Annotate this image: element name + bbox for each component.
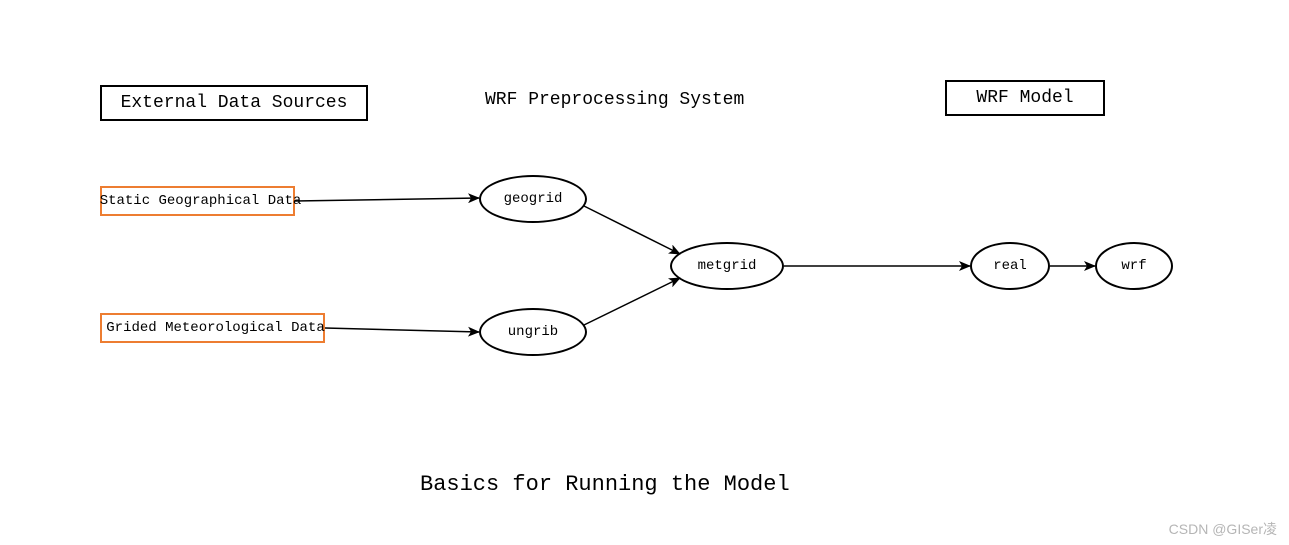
node-wrf-label: wrf <box>1121 258 1146 274</box>
node-ungrib: ungrib <box>479 308 587 356</box>
node-ungrib-label: ungrib <box>508 324 558 340</box>
header-wrf-model: WRF Model <box>945 80 1105 116</box>
header-wrf-preprocessing: WRF Preprocessing System <box>485 90 744 110</box>
node-grided-met-label: Grided Meteorological Data <box>106 320 324 336</box>
header-wrf-model-label: WRF Model <box>976 88 1073 108</box>
node-static-geo-label: Static Geographical Data <box>100 193 302 209</box>
diagram-title-text: Basics for Running the Model <box>420 472 790 497</box>
edge-static-geo-to-geogrid <box>295 198 479 201</box>
node-geogrid-label: geogrid <box>504 191 563 207</box>
header-wps-label: WRF Preprocessing System <box>485 90 744 110</box>
node-real-label: real <box>993 258 1027 274</box>
header-external-label: External Data Sources <box>121 93 348 113</box>
node-grided-met-data: Grided Meteorological Data <box>100 313 325 343</box>
header-external-data-sources: External Data Sources <box>100 85 368 121</box>
watermark: CSDN @GISer凌 <box>1169 519 1277 539</box>
edge-ungrib-to-metgrid <box>584 278 680 325</box>
node-metgrid: metgrid <box>670 242 784 290</box>
node-wrf: wrf <box>1095 242 1173 290</box>
watermark-text: CSDN @GISer凌 <box>1169 521 1277 537</box>
node-real: real <box>970 242 1050 290</box>
node-metgrid-label: metgrid <box>698 258 757 274</box>
node-static-geo-data: Static Geographical Data <box>100 186 295 216</box>
node-geogrid: geogrid <box>479 175 587 223</box>
diagram-title: Basics for Running the Model <box>420 472 790 497</box>
edge-geogrid-to-metgrid <box>584 206 680 254</box>
edge-grided-met-to-ungrib <box>325 328 479 332</box>
